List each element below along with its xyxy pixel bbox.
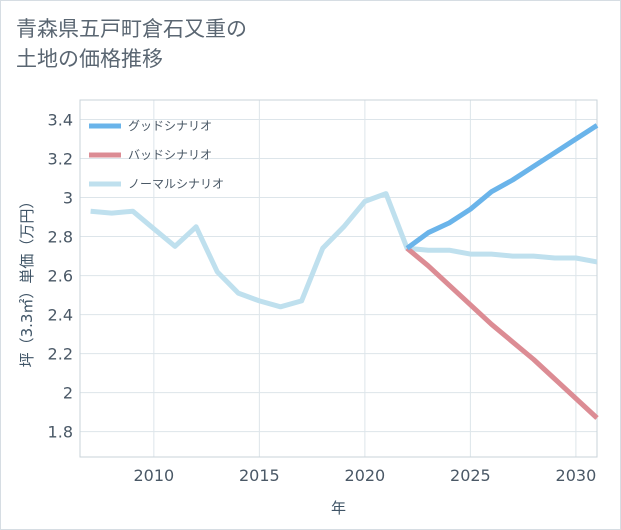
- legend-label-0: グッドシナリオ: [128, 119, 212, 133]
- chart-title-line-1: 青森県五戸町倉石又重の: [16, 17, 247, 41]
- chart-title: 青森県五戸町倉石又重の 土地の価格推移: [16, 14, 436, 74]
- series-layer: [90, 123, 599, 420]
- series-line-1: [405, 246, 599, 420]
- series-line-2: [90, 191, 598, 310]
- y-tick-label: 2.6: [48, 267, 73, 286]
- chart-title-line-2: 土地の価格推移: [16, 47, 163, 71]
- y-tick-label: 3.4: [48, 111, 73, 130]
- x-axis-ticks: 2010 2015 2020 2025 2030: [133, 466, 596, 485]
- x-tick-label: 2025: [450, 466, 491, 485]
- y-axis-ticks: 1.8 2 2.2 2.4 2.6 2.8 3 3.2 3.4: [48, 111, 73, 442]
- x-axis-title: 年: [331, 499, 346, 517]
- grid: [80, 100, 597, 457]
- x-tick-label: 2030: [556, 466, 597, 485]
- series-line-0: [405, 123, 599, 251]
- x-tick-label: 2020: [345, 466, 386, 485]
- x-tick-label: 2015: [239, 466, 280, 485]
- legend-label-1: バッドシナリオ: [128, 148, 212, 162]
- y-tick-label: 1.8: [48, 423, 73, 442]
- y-tick-label: 2.8: [48, 228, 73, 247]
- y-tick-label: 3.2: [48, 150, 73, 169]
- y-tick-label: 3: [63, 189, 73, 208]
- y-tick-label: 2: [63, 384, 73, 403]
- x-tick-label: 2010: [133, 466, 174, 485]
- plot-border: [79, 99, 598, 458]
- legend-label-2: ノーマルシナリオ: [128, 177, 224, 191]
- y-tick-label: 2.4: [48, 306, 73, 325]
- y-tick-label: 2.2: [48, 345, 73, 364]
- y-axis-title: 坪（3.3㎡）単価（万円）: [18, 194, 36, 368]
